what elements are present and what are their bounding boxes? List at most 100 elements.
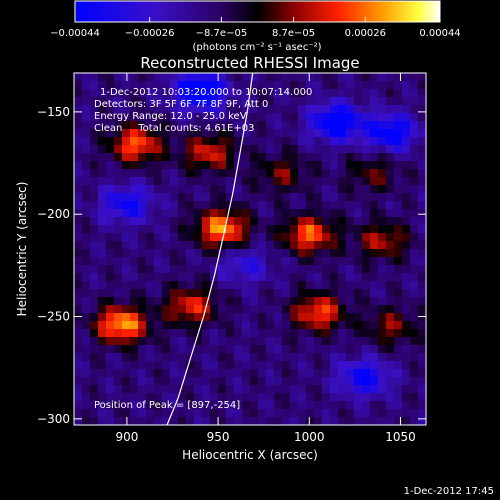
heatmap-cell (346, 145, 355, 154)
heatmap-cell (90, 225, 99, 234)
heatmap-cell (394, 185, 403, 194)
heatmap-cell (282, 161, 291, 170)
heatmap-cell (394, 225, 403, 234)
heatmap-cell (90, 121, 99, 130)
heatmap-cell (330, 113, 339, 122)
heatmap-cell (122, 345, 131, 354)
heatmap-cell (234, 369, 243, 378)
heatmap-cell (202, 97, 211, 106)
heatmap-cell (354, 249, 363, 258)
heatmap-cell (362, 121, 371, 130)
heatmap-cell (74, 145, 83, 154)
heatmap-cell (370, 97, 379, 106)
heatmap-cell (202, 153, 211, 162)
heatmap-cell (178, 145, 187, 154)
heatmap-cell (178, 329, 187, 338)
heatmap-cell (130, 137, 139, 146)
heatmap-cell (122, 353, 131, 362)
heatmap-cell (402, 265, 411, 274)
heatmap-cell (418, 177, 426, 186)
heatmap-cell (354, 177, 363, 186)
heatmap-cell (298, 113, 307, 122)
heatmap-cell (98, 185, 107, 194)
heatmap-cell (106, 297, 115, 306)
heatmap-cell (82, 89, 91, 98)
heatmap-cell (362, 217, 371, 226)
heatmap-cell (106, 137, 115, 146)
heatmap-cell (386, 409, 395, 418)
heatmap-cell (282, 249, 291, 258)
heatmap-cell (354, 225, 363, 234)
heatmap-cell (170, 225, 179, 234)
heatmap-cell (90, 105, 99, 114)
x-axis-label: Heliocentric X (arcsec) (182, 448, 318, 462)
heatmap-cell (258, 305, 267, 314)
heatmap-cell (98, 169, 107, 178)
heatmap-cell (290, 361, 299, 370)
heatmap-cell (258, 265, 267, 274)
heatmap-cell (82, 121, 91, 130)
heatmap-cell (346, 89, 355, 98)
heatmap-cell (314, 393, 323, 402)
heatmap-cell (394, 233, 403, 242)
heatmap-cell (258, 377, 267, 386)
heatmap-cell (346, 281, 355, 290)
heatmap-cell (282, 121, 291, 130)
heatmap-cell (346, 97, 355, 106)
heatmap-cell (106, 233, 115, 242)
heatmap-cell (162, 401, 171, 410)
heatmap-cell (210, 121, 219, 130)
heatmap-cell (282, 233, 291, 242)
heatmap-cell (386, 321, 395, 330)
heatmap-cell (226, 89, 235, 98)
heatmap-cell (362, 89, 371, 98)
heatmap-cell (122, 241, 131, 250)
heatmap-cell (74, 137, 83, 146)
heatmap-cell (386, 161, 395, 170)
heatmap-cell (250, 225, 259, 234)
heatmap-cell (370, 377, 379, 386)
heatmap-cell (210, 169, 219, 178)
heatmap-cell (378, 177, 387, 186)
heatmap-cell (210, 305, 219, 314)
heatmap-cell (418, 361, 426, 370)
heatmap-cell (170, 81, 179, 90)
heatmap-cell (154, 137, 163, 146)
heatmap-cell (146, 169, 155, 178)
heatmap-cell (298, 217, 307, 226)
heatmap-cell (170, 329, 179, 338)
heatmap-cell (338, 417, 347, 425)
heatmap-cell (410, 209, 419, 218)
heatmap-cell (194, 249, 203, 258)
heatmap-cell (138, 113, 147, 122)
heatmap-cell (146, 273, 155, 282)
heatmap-cell (258, 369, 267, 378)
heatmap-cell (202, 273, 211, 282)
heatmap-cell (98, 417, 107, 425)
heatmap-cell (154, 225, 163, 234)
heatmap-cell (370, 361, 379, 370)
heatmap-cell (298, 73, 307, 82)
heatmap-cell (162, 73, 171, 82)
heatmap-cell (394, 89, 403, 98)
heatmap-cell (306, 209, 315, 218)
heatmap-cell (106, 289, 115, 298)
heatmap-cell (90, 169, 99, 178)
heatmap-cell (74, 201, 83, 210)
heatmap-cell (74, 249, 83, 258)
heatmap-cell (122, 177, 131, 186)
heatmap-cell (354, 377, 363, 386)
heatmap-cell (98, 321, 107, 330)
heatmap-cell (330, 417, 339, 425)
heatmap-cell (98, 145, 107, 154)
heatmap-cell (114, 81, 123, 90)
heatmap-cell (90, 193, 99, 202)
heatmap-cell (322, 377, 331, 386)
heatmap-cell (194, 81, 203, 90)
heatmap-cell (114, 257, 123, 266)
heatmap-cell (330, 337, 339, 346)
heatmap-cell (338, 393, 347, 402)
heatmap-cell (306, 161, 315, 170)
heatmap-cell (226, 417, 235, 425)
